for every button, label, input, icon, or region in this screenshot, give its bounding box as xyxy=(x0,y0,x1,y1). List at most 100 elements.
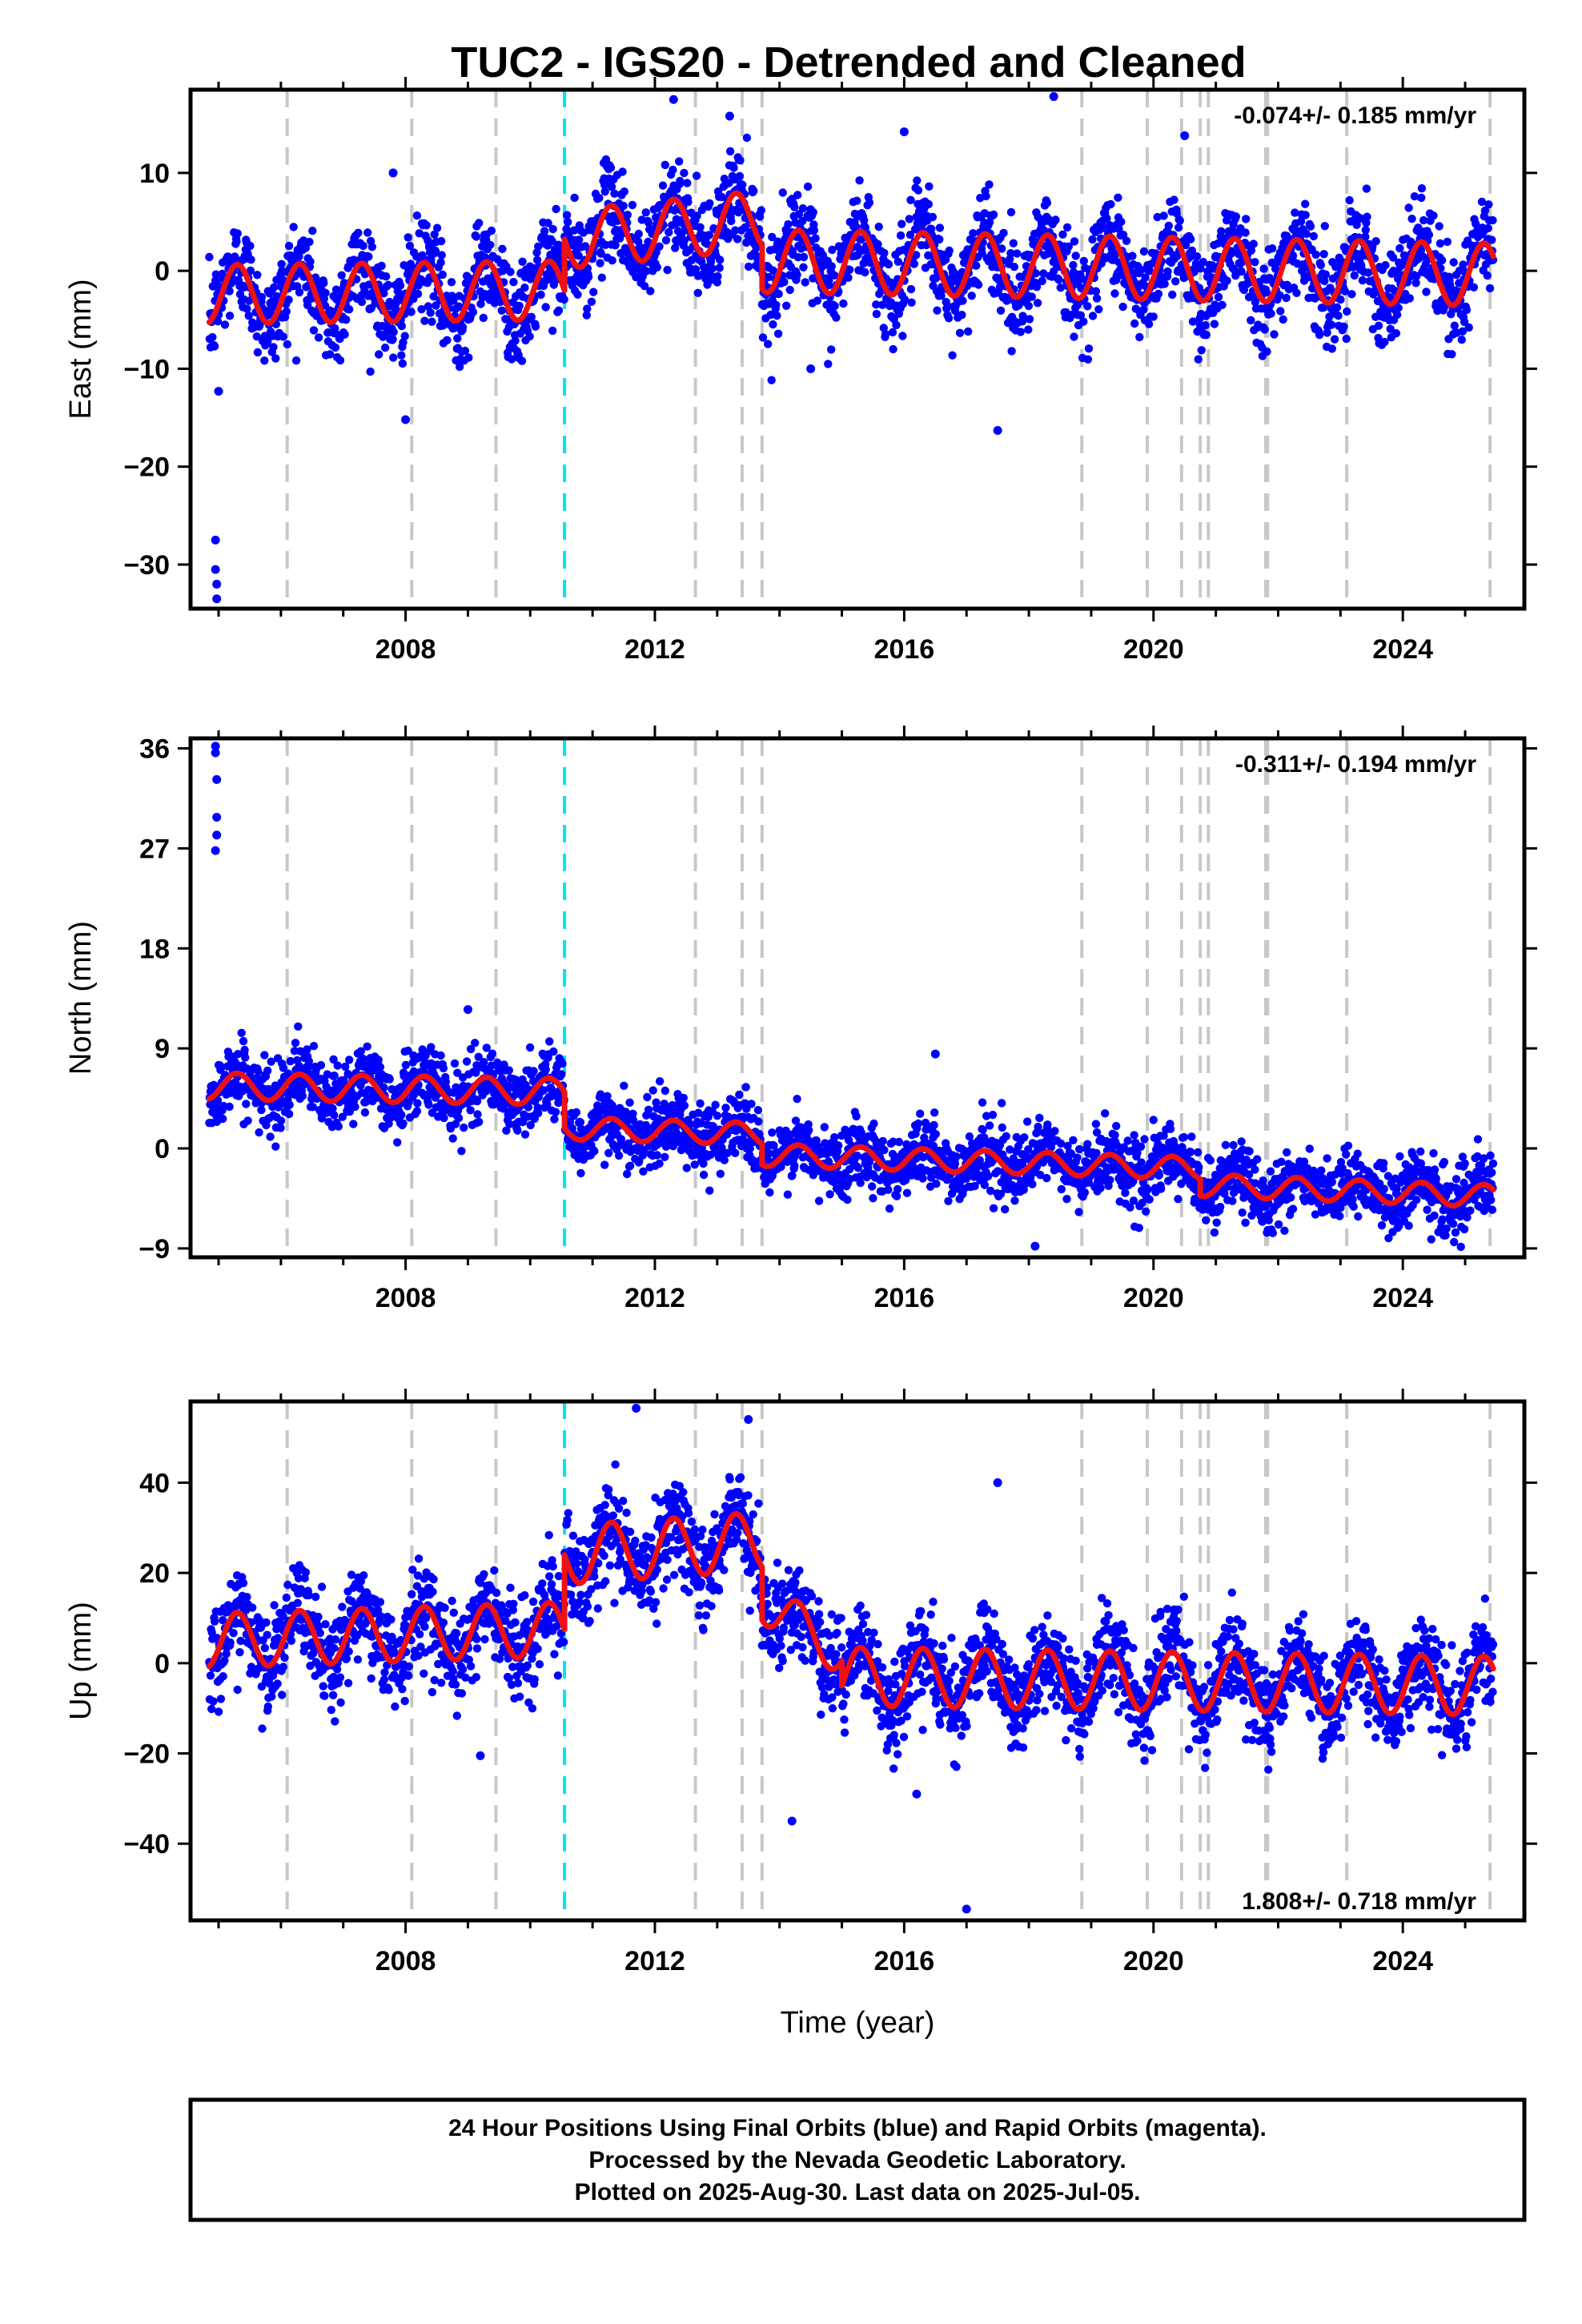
data-point xyxy=(830,1133,839,1142)
data-point xyxy=(705,199,714,208)
data-point xyxy=(909,259,919,268)
data-point xyxy=(1062,223,1072,232)
data-point xyxy=(375,1063,385,1072)
data-point xyxy=(948,351,957,360)
data-point xyxy=(443,336,452,344)
data-point xyxy=(1311,250,1320,259)
data-point xyxy=(576,1118,585,1127)
data-point xyxy=(379,289,388,298)
data-point xyxy=(768,1128,777,1137)
data-point xyxy=(1110,289,1119,298)
data-point xyxy=(286,1056,295,1066)
data-point xyxy=(525,332,534,341)
data-point xyxy=(809,207,817,217)
data-point xyxy=(640,282,649,291)
data-point xyxy=(772,300,781,309)
data-point xyxy=(1437,255,1447,265)
data-point xyxy=(857,235,866,244)
data-point xyxy=(233,229,242,238)
data-point xyxy=(314,333,323,342)
data-point xyxy=(874,223,883,231)
data-point xyxy=(401,1060,411,1070)
data-point xyxy=(389,353,398,362)
data-point xyxy=(399,1119,408,1128)
data-point xyxy=(754,1117,763,1126)
data-point xyxy=(998,244,1006,253)
data-point xyxy=(316,1060,326,1070)
data-point xyxy=(988,1111,998,1120)
data-point xyxy=(596,249,605,258)
data-point xyxy=(1405,294,1415,303)
plot-area xyxy=(205,738,1498,1257)
data-point xyxy=(892,320,901,330)
data-point xyxy=(531,322,540,331)
data-point xyxy=(918,1174,927,1183)
data-point xyxy=(1327,344,1337,353)
data-point xyxy=(865,198,874,207)
data-point xyxy=(295,252,303,261)
x-tick-label: 2016 xyxy=(874,634,935,665)
data-point xyxy=(331,343,340,352)
data-point xyxy=(749,187,758,195)
data-point xyxy=(853,196,861,205)
data-point xyxy=(541,303,550,312)
data-point xyxy=(1091,1120,1101,1128)
data-point xyxy=(558,1059,567,1068)
data-point xyxy=(1394,304,1403,312)
data-point xyxy=(308,1103,317,1112)
data-point xyxy=(1251,298,1260,307)
data-point xyxy=(397,321,406,331)
data-point xyxy=(1139,305,1148,314)
data-point xyxy=(888,328,897,337)
data-point xyxy=(713,278,722,287)
data-point xyxy=(424,302,433,311)
data-point xyxy=(239,1036,248,1046)
data-point xyxy=(1071,251,1080,260)
data-point xyxy=(705,231,713,239)
data-point xyxy=(745,1144,754,1153)
data-point xyxy=(498,244,507,253)
data-point xyxy=(1292,288,1301,297)
data-point xyxy=(570,193,579,203)
data-point xyxy=(715,263,724,272)
data-point xyxy=(325,350,335,359)
data-point xyxy=(520,1130,530,1139)
data-point xyxy=(1083,355,1093,364)
figure-title: TUC2 - IGS20 - Detrended and Cleaned xyxy=(451,38,1246,86)
data-point xyxy=(663,265,672,275)
data-point xyxy=(677,229,686,238)
data-point xyxy=(820,1123,829,1132)
data-point xyxy=(464,353,473,362)
data-point xyxy=(894,1137,904,1147)
data-point xyxy=(985,218,994,227)
data-point xyxy=(455,362,464,372)
data-point xyxy=(475,1117,484,1127)
data-point xyxy=(335,356,345,365)
data-point xyxy=(1336,295,1345,304)
data-point xyxy=(576,1168,585,1178)
data-point xyxy=(532,255,542,264)
data-point xyxy=(832,313,841,322)
data-point xyxy=(621,1108,630,1116)
data-point xyxy=(1319,250,1328,259)
data-point xyxy=(301,243,311,252)
data-point xyxy=(1457,336,1467,344)
data-point xyxy=(974,280,983,289)
data-point xyxy=(407,308,416,316)
data-point xyxy=(1381,261,1390,270)
data-point xyxy=(1447,350,1456,359)
data-point xyxy=(1096,1184,1105,1192)
data-point xyxy=(766,310,775,320)
data-point xyxy=(436,258,445,267)
data-point xyxy=(1175,216,1185,225)
data-point xyxy=(1386,324,1395,333)
data-point xyxy=(330,1072,339,1080)
data-point xyxy=(427,1043,436,1051)
data-point xyxy=(680,1101,689,1110)
data-point xyxy=(604,1148,613,1158)
data-point xyxy=(1164,221,1174,231)
data-point xyxy=(284,241,294,251)
data-point xyxy=(713,271,722,281)
data-point xyxy=(655,242,664,251)
data-point xyxy=(584,272,593,282)
